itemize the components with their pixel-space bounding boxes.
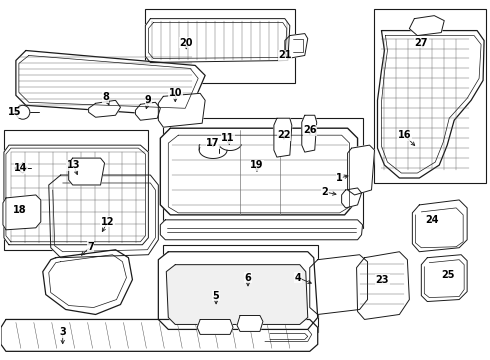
Text: 12: 12 — [101, 217, 114, 227]
Polygon shape — [285, 33, 308, 58]
Text: 5: 5 — [213, 291, 220, 301]
Text: 9: 9 — [145, 95, 152, 105]
Polygon shape — [16, 50, 205, 115]
Text: 8: 8 — [102, 92, 109, 102]
Text: 23: 23 — [376, 275, 389, 285]
Bar — [163, 118, 363, 228]
Bar — [374, 9, 486, 183]
Bar — [4, 130, 148, 250]
Text: 24: 24 — [425, 215, 439, 225]
Polygon shape — [89, 100, 121, 117]
Polygon shape — [135, 102, 160, 120]
Polygon shape — [160, 220, 363, 240]
Polygon shape — [49, 175, 158, 258]
Text: 16: 16 — [397, 130, 411, 140]
Polygon shape — [4, 145, 148, 245]
Polygon shape — [421, 255, 467, 302]
Polygon shape — [413, 200, 467, 252]
Polygon shape — [146, 19, 290, 62]
Text: 17: 17 — [206, 138, 220, 148]
Polygon shape — [342, 188, 362, 208]
Text: 20: 20 — [179, 37, 193, 48]
Polygon shape — [347, 145, 374, 195]
Text: 21: 21 — [278, 50, 292, 60]
Polygon shape — [166, 265, 308, 324]
Polygon shape — [160, 128, 358, 215]
Polygon shape — [302, 115, 317, 152]
Text: 7: 7 — [87, 242, 94, 252]
Polygon shape — [158, 252, 318, 329]
Text: 27: 27 — [415, 37, 428, 48]
Polygon shape — [69, 158, 104, 185]
Bar — [146, 9, 295, 84]
Polygon shape — [377, 31, 484, 178]
Bar — [163, 245, 318, 332]
Text: 10: 10 — [169, 88, 182, 98]
Text: 18: 18 — [13, 205, 26, 215]
Text: 1: 1 — [336, 173, 343, 183]
Polygon shape — [197, 319, 233, 334]
Text: 19: 19 — [250, 160, 264, 170]
Text: 6: 6 — [245, 273, 251, 283]
Text: 13: 13 — [67, 160, 80, 170]
Text: 15: 15 — [8, 107, 22, 117]
Text: 3: 3 — [59, 327, 66, 337]
Text: 25: 25 — [441, 270, 455, 280]
Text: 11: 11 — [221, 133, 235, 143]
Polygon shape — [237, 315, 263, 332]
Polygon shape — [357, 252, 409, 319]
Text: 4: 4 — [294, 273, 301, 283]
Polygon shape — [274, 118, 292, 157]
Polygon shape — [43, 250, 132, 315]
Polygon shape — [3, 195, 41, 230]
Text: 14: 14 — [14, 163, 27, 173]
Polygon shape — [1, 319, 318, 351]
Polygon shape — [158, 93, 205, 127]
Polygon shape — [310, 255, 368, 315]
Text: 2: 2 — [321, 187, 328, 197]
Text: 22: 22 — [277, 130, 291, 140]
Text: 26: 26 — [303, 125, 317, 135]
Polygon shape — [409, 15, 444, 36]
